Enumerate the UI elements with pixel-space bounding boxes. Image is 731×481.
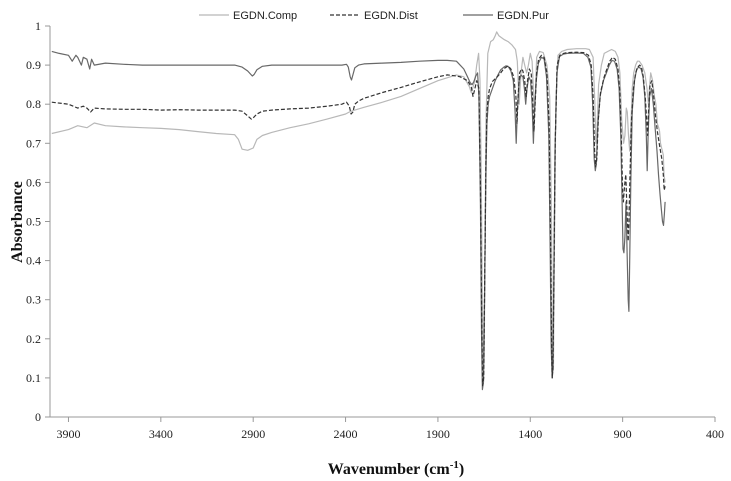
y-tick-label: 0.7	[26, 136, 41, 150]
y-tick-label: 0.1	[26, 371, 41, 385]
series-line-egdn-pur	[51, 50, 666, 391]
y-tick-label: 0.3	[26, 293, 41, 307]
legend: EGDN.Comp EGDN.Dist EGDN.Pur	[199, 10, 549, 22]
y-tick-label: 0.4	[26, 254, 41, 268]
y-tick-label: 1	[35, 19, 41, 33]
series-line-egdn-dist	[51, 51, 666, 387]
x-tick-label: 1400	[518, 427, 542, 441]
y-tick-label: 0.9	[26, 58, 41, 72]
legend-label: EGDN.Dist	[364, 10, 418, 22]
y-tick-label: 0.6	[26, 175, 41, 189]
y-tick-label: 0.5	[26, 215, 41, 229]
y-tick-label: 0	[35, 410, 41, 424]
x-tick-label: 2400	[334, 427, 358, 441]
x-axis-title-superscript: -1	[450, 459, 459, 471]
x-axis: 3900 3400 2900 2400 1900 1400 900 400	[56, 417, 724, 441]
plot-area	[51, 31, 666, 391]
y-tick-label: 0.2	[26, 332, 41, 346]
x-axis-title-main: Wavenumber (cm	[328, 461, 451, 478]
y-tick-label: 0.8	[26, 97, 41, 111]
series-line-egdn-comp	[51, 31, 666, 371]
x-tick-label: 3400	[149, 427, 173, 441]
y-axis-title: Absorbance	[9, 181, 26, 263]
x-axis-title-close: )	[459, 461, 464, 478]
x-tick-label: 400	[706, 427, 724, 441]
x-axis-title: Wavenumber (cm-1)	[328, 459, 464, 478]
x-tick-label: 3900	[56, 427, 80, 441]
x-tick-label: 2900	[241, 427, 265, 441]
x-tick-label: 1900	[426, 427, 450, 441]
y-axis: 0 0.1 0.2 0.3 0.4 0.5 0.6 0.7 0.8 0.9 1	[26, 19, 50, 424]
legend-label: EGDN.Pur	[497, 10, 549, 22]
x-tick-label: 900	[614, 427, 632, 441]
legend-label: EGDN.Comp	[233, 10, 297, 22]
